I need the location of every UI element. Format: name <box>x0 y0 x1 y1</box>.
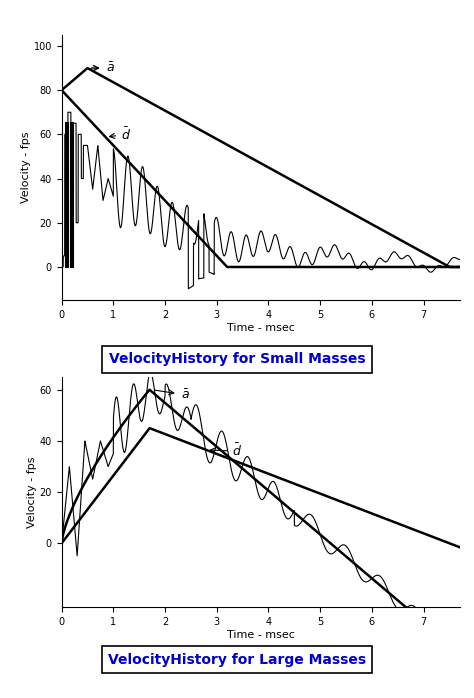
X-axis label: Time - msec: Time - msec <box>227 322 295 333</box>
Text: $\bar{a}$: $\bar{a}$ <box>155 388 190 401</box>
Text: $\bar{d}$: $\bar{d}$ <box>109 126 131 142</box>
Y-axis label: Velocity - fps: Velocity - fps <box>27 456 37 528</box>
Y-axis label: Velocity - fps: Velocity - fps <box>21 132 31 203</box>
Text: VelocityHistory for Large Masses: VelocityHistory for Large Masses <box>108 653 366 667</box>
Text: VelocityHistory for Small Masses: VelocityHistory for Small Masses <box>109 352 365 366</box>
Text: $\bar{d}$: $\bar{d}$ <box>210 443 242 459</box>
X-axis label: Time - msec: Time - msec <box>227 630 295 640</box>
Text: $\bar{a}$: $\bar{a}$ <box>91 61 114 75</box>
